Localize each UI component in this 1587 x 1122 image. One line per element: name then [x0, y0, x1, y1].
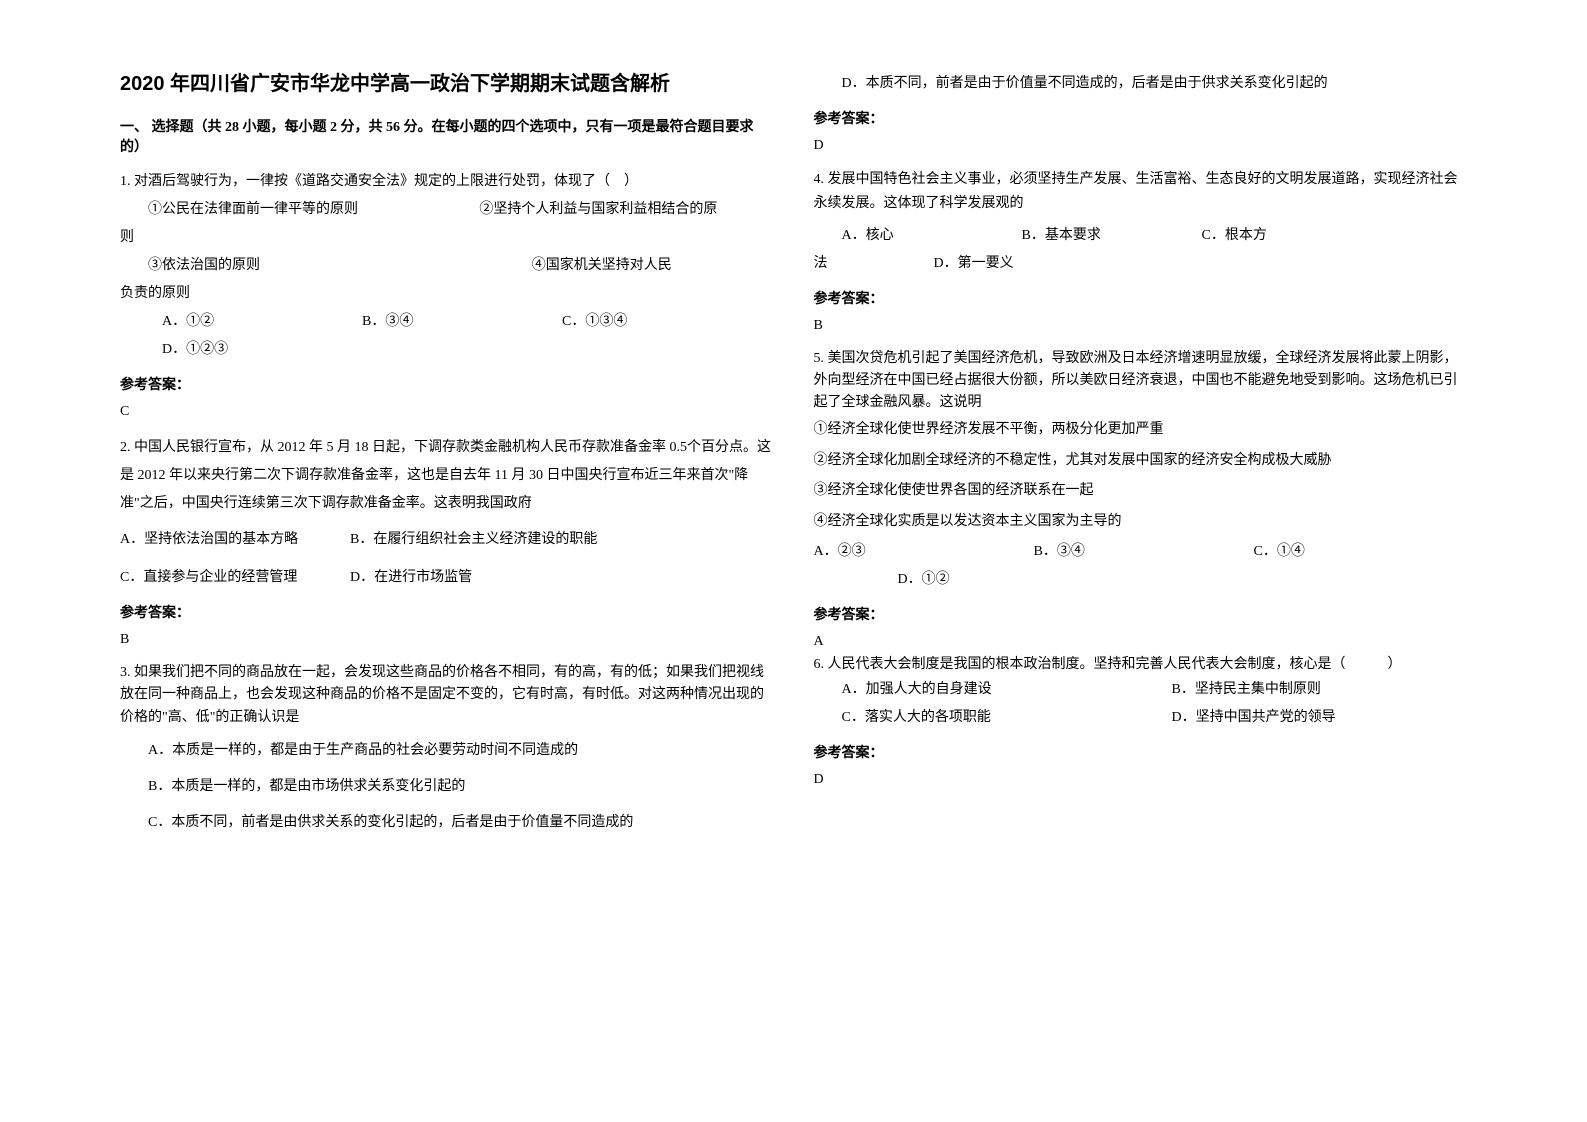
q5-c3: ③经济全球化使使世界各国的经济联系在一起: [814, 476, 1468, 507]
q3-opt-d: D．本质不同，前者是由于价值量不同造成的，后者是由于供求关系变化引起的: [814, 70, 1468, 98]
q1-c1: ①公民在法律面前一律平等的原则: [120, 196, 479, 224]
q1-opt-a: A．①②: [162, 308, 362, 336]
q5-opt-a: A．②③: [814, 538, 1034, 566]
q1-opt-d: D．①②③: [120, 336, 774, 364]
q2-opt-a: A．坚持依法治国的基本方略: [120, 526, 350, 554]
q1-c3: ③依法治国的原则: [120, 252, 532, 280]
q2-options: A．坚持依法治国的基本方略 B．在履行组织社会主义经济建设的职能 C．直接参与企…: [120, 526, 774, 592]
q2-opt-b: B．在履行组织社会主义经济建设的职能: [350, 526, 597, 554]
q4-options: A．核心 B．基本要求 C．根本方 法 D．第一要义: [814, 222, 1468, 278]
q5-answer: A: [814, 634, 1468, 650]
section-header: 一、 选择题（共 28 小题，每小题 2 分，共 56 分。在每小题的四个选项中…: [120, 116, 774, 156]
question-2: 2. 中国人民银行宣布，从 2012 年 5 月 18 日起，下调存款类金融机构…: [120, 434, 774, 592]
answer-label-4: 参考答案：: [814, 288, 1468, 308]
q2-opt-c: C．直接参与企业的经营管理: [120, 564, 350, 592]
right-column: D．本质不同，前者是由于价值量不同造成的，后者是由于供求关系变化引起的 参考答案…: [794, 70, 1488, 1072]
q5-conditions: ①经济全球化使世界经济发展不平衡，两极分化更加严重 ②经济全球化加剧全球经济的不…: [814, 415, 1468, 538]
q1-opt-b: B．③④: [362, 308, 562, 336]
q1-text: 1. 对酒后驾驶行为，一律按《道路交通安全法》规定的上限进行处罚，体现了（ ）: [120, 168, 774, 196]
q5-c1: ①经济全球化使世界经济发展不平衡，两极分化更加严重: [814, 415, 1468, 446]
q1-conditions: ①公民在法律面前一律平等的原则 ②坚持个人利益与国家利益相结合的原 则 ③依法治…: [120, 196, 774, 308]
q5-c2: ②经济全球化加剧全球经济的不稳定性，尤其对发展中国家的经济安全构成极大威胁: [814, 446, 1468, 477]
q4-opt-d: D．第一要义: [934, 250, 1014, 278]
q3-text: 3. 如果我们把不同的商品放在一起，会发现这些商品的价格各不相同，有的高，有的低…: [120, 662, 774, 729]
answer-label-6: 参考答案：: [814, 742, 1468, 762]
q4-text: 4. 发展中国特色社会主义事业，必须坚持生产发展、生活富裕、生态良好的文明发展道…: [814, 168, 1468, 216]
q4-opt-c-part2: 法: [814, 250, 934, 278]
q1-answer: C: [120, 404, 774, 420]
q5-opt-d: D．①②: [814, 566, 1468, 594]
question-4: 4. 发展中国特色社会主义事业，必须坚持生产发展、生活富裕、生态良好的文明发展道…: [814, 168, 1468, 278]
q3-answer: D: [814, 138, 1468, 154]
q5-c4: ④经济全球化实质是以发达资本主义国家为主导的: [814, 507, 1468, 538]
answer-label-3: 参考答案：: [814, 108, 1468, 128]
q6-opt-d: D．坚持中国共产党的领导: [1172, 704, 1336, 732]
q6-options: A．加强人大的自身建设 B．坚持民主集中制原则 C．落实人大的各项职能 D．坚持…: [814, 676, 1468, 732]
question-6: 6. 人民代表大会制度是我国的根本政治制度。坚持和完善人民代表大会制度，核心是（…: [814, 654, 1468, 732]
q1-c2-part2: 则: [120, 224, 774, 252]
q3-opt-b: B．本质是一样的，都是由市场供求关系变化引起的: [120, 773, 774, 801]
q1-c4-part1: ④国家机关坚持对人民: [532, 252, 672, 280]
q6-text: 6. 人民代表大会制度是我国的根本政治制度。坚持和完善人民代表大会制度，核心是（…: [814, 654, 1468, 676]
q1-c4-part2: 负责的原则: [120, 280, 774, 308]
q3-continued: D．本质不同，前者是由于价值量不同造成的，后者是由于供求关系变化引起的: [814, 70, 1468, 98]
q6-opt-a: A．加强人大的自身建设: [842, 676, 1172, 704]
q6-opt-b: B．坚持民主集中制原则: [1172, 676, 1321, 704]
q3-opt-a: A．本质是一样的，都是由于生产商品的社会必要劳动时间不同造成的: [120, 737, 774, 765]
q6-answer: D: [814, 772, 1468, 788]
answer-label-2: 参考答案：: [120, 602, 774, 622]
left-column: 2020 年四川省广安市华龙中学高一政治下学期期末试题含解析 一、 选择题（共 …: [100, 70, 794, 1072]
q2-text: 2. 中国人民银行宣布，从 2012 年 5 月 18 日起，下调存款类金融机构…: [120, 434, 774, 518]
q5-options: A．②③ B．③④ C．①④ D．①②: [814, 538, 1468, 594]
question-1: 1. 对酒后驾驶行为，一律按《道路交通安全法》规定的上限进行处罚，体现了（ ） …: [120, 168, 774, 364]
answer-label-5: 参考答案：: [814, 604, 1468, 624]
q4-opt-b: B．基本要求: [1022, 222, 1202, 250]
q6-opt-c: C．落实人大的各项职能: [842, 704, 1172, 732]
q1-options: A．①② B．③④ C．①③④ D．①②③: [120, 308, 774, 364]
q4-opt-c-part1: C．根本方: [1202, 222, 1267, 250]
answer-label-1: 参考答案：: [120, 374, 774, 394]
q5-opt-b: B．③④: [1034, 538, 1254, 566]
q1-c2-part1: ②坚持个人利益与国家利益相结合的原: [479, 196, 717, 224]
q2-opt-d: D．在进行市场监管: [350, 564, 472, 592]
q3-options: A．本质是一样的，都是由于生产商品的社会必要劳动时间不同造成的 B．本质是一样的…: [120, 737, 774, 837]
q4-opt-a: A．核心: [842, 222, 1022, 250]
q1-opt-c: C．①③④: [562, 308, 627, 336]
question-5: 5. 美国次贷危机引起了美国经济危机，导致欧洲及日本经济增速明显放缓，全球经济发…: [814, 348, 1468, 594]
q5-text: 5. 美国次贷危机引起了美国经济危机，导致欧洲及日本经济增速明显放缓，全球经济发…: [814, 348, 1468, 415]
question-3: 3. 如果我们把不同的商品放在一起，会发现这些商品的价格各不相同，有的高，有的低…: [120, 662, 774, 837]
q3-opt-c: C．本质不同，前者是由供求关系的变化引起的，后者是由于价值量不同造成的: [120, 809, 774, 837]
q2-answer: B: [120, 632, 774, 648]
q4-answer: B: [814, 318, 1468, 334]
document-title: 2020 年四川省广安市华龙中学高一政治下学期期末试题含解析: [120, 70, 774, 98]
q5-opt-c: C．①④: [1254, 538, 1305, 566]
